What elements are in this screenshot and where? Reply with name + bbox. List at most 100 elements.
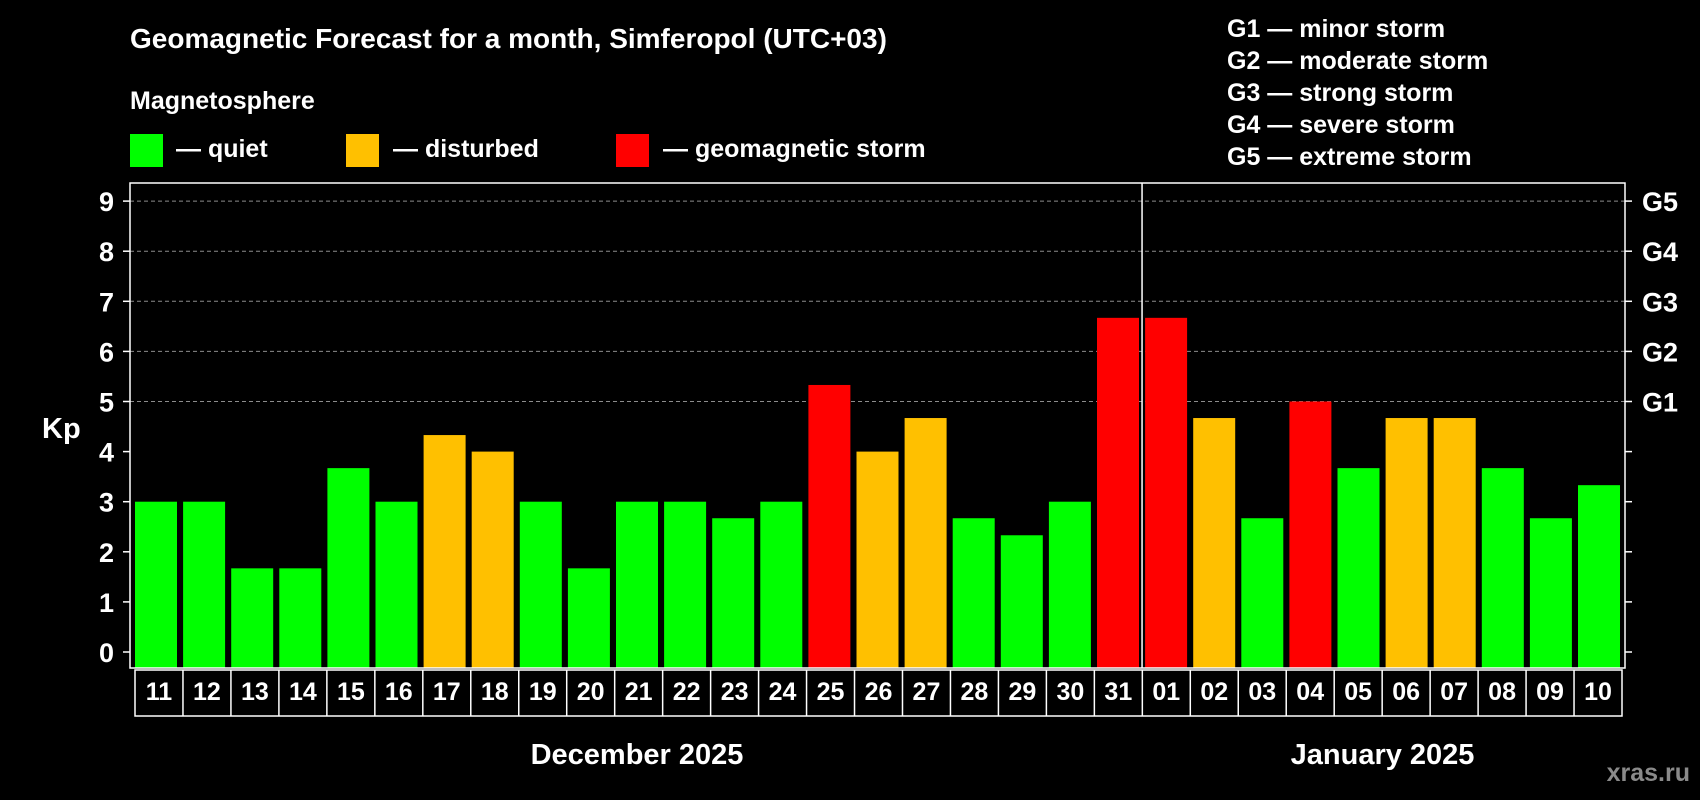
x-tick-label-22-dec: 22 xyxy=(673,678,701,706)
month-label-december: December 2025 xyxy=(531,739,744,771)
y-tick-label-3: 3 xyxy=(99,488,114,518)
storm-level-label-g1: G1 xyxy=(1642,388,1678,418)
x-tick-label-12-dec: 12 xyxy=(193,678,221,706)
bar-06-jan xyxy=(1385,418,1428,668)
bar-02-jan xyxy=(1193,418,1236,668)
bar-30-dec xyxy=(1048,501,1091,668)
x-tick-label-30-dec: 30 xyxy=(1056,678,1084,706)
x-tick-label-25-dec: 25 xyxy=(817,678,845,706)
legend-label-storm: — geomagnetic storm xyxy=(663,135,926,163)
date-axis: 11 12 13 14 15 16 17 18 19 20 21 22 23 24 25 26 27 28 29 30… xyxy=(134,669,1623,717)
bar-24-dec xyxy=(760,501,803,668)
legend-label-disturbed: — disturbed xyxy=(393,135,539,163)
x-tick-label-15-dec: 15 xyxy=(337,678,365,706)
storm-scale-g1: G1 — minor storm xyxy=(1227,15,1445,43)
y-tick-label-2: 2 xyxy=(99,538,114,568)
bar-11-dec xyxy=(135,501,177,668)
x-tick-label-28-dec: 28 xyxy=(961,678,989,706)
bar-20-dec xyxy=(567,568,610,668)
bar-07-jan xyxy=(1433,418,1476,668)
y-tick-label-6: 6 xyxy=(99,337,114,367)
storm-scale-g3: G3 — strong storm xyxy=(1227,79,1453,107)
bar-17-dec xyxy=(423,435,466,668)
bar-25-dec xyxy=(808,384,851,668)
legend-swatch-quiet xyxy=(130,134,163,167)
bar-21-dec xyxy=(616,501,658,668)
x-tick-label-05-jan: 05 xyxy=(1344,678,1372,706)
x-tick-label-01-jan: 01 xyxy=(1152,678,1180,706)
x-tick-label-06-jan: 06 xyxy=(1392,678,1420,706)
x-tick-label-19-dec: 19 xyxy=(529,678,557,706)
watermark: xras.ru xyxy=(1607,759,1690,787)
gridlines xyxy=(130,200,1625,402)
x-tick-label-29-dec: 29 xyxy=(1008,678,1036,706)
bar-01-jan xyxy=(1145,317,1188,668)
storm-level-axis: G1 G2 G3 G4 G5 xyxy=(1625,187,1678,653)
x-tick-label-27-dec: 27 xyxy=(913,678,941,706)
x-tick-label-14-dec: 14 xyxy=(289,678,317,706)
y-tick-label-8: 8 xyxy=(99,237,114,267)
date-axis-border xyxy=(134,669,1623,717)
legend-swatch-storm xyxy=(616,134,649,167)
y-tick-label-5: 5 xyxy=(99,388,114,418)
legend-label-quiet: — quiet xyxy=(176,135,268,163)
storm-level-label-g5: G5 xyxy=(1642,187,1678,217)
bar-15-dec xyxy=(327,468,370,668)
x-tick-label-09-jan: 09 xyxy=(1536,678,1564,706)
bar-19-dec xyxy=(519,501,562,668)
legend-swatch-disturbed xyxy=(346,134,379,167)
bar-10-jan xyxy=(1578,485,1620,668)
bar-03-jan xyxy=(1241,518,1284,668)
x-tick-label-10-jan: 10 xyxy=(1584,678,1612,706)
x-tick-label-31-dec: 31 xyxy=(1104,678,1132,706)
bar-29-dec xyxy=(1000,535,1043,668)
x-tick-label-07-jan: 07 xyxy=(1440,678,1468,706)
x-tick-label-02-jan: 02 xyxy=(1200,678,1228,706)
bar-26-dec xyxy=(856,451,899,668)
bar-08-jan xyxy=(1481,468,1524,668)
x-tick-label-16-dec: 16 xyxy=(385,678,413,706)
legend-title: Magnetosphere xyxy=(130,87,315,115)
bar-23-dec xyxy=(712,518,755,668)
x-tick-label-21-dec: 21 xyxy=(625,678,653,706)
x-tick-label-11-dec: 11 xyxy=(146,678,173,706)
y-tick-label-0: 0 xyxy=(99,638,114,668)
bar-28-dec xyxy=(952,518,995,668)
bar-27-dec xyxy=(904,418,947,668)
storm-scale-legend: G1 — minor storm G2 — moderate storm G3 … xyxy=(1227,15,1488,171)
storm-scale-g2: G2 — moderate storm xyxy=(1227,47,1488,75)
bar-05-jan xyxy=(1337,468,1380,668)
x-tick-label-26-dec: 26 xyxy=(865,678,893,706)
x-tick-label-13-dec: 13 xyxy=(241,678,269,706)
x-tick-label-24-dec: 24 xyxy=(769,678,797,706)
storm-scale-g5: G5 — extreme storm xyxy=(1227,143,1472,171)
x-tick-label-18-dec: 18 xyxy=(481,678,509,706)
y-tick-label-9: 9 xyxy=(99,187,114,217)
storm-level-label-g4: G4 xyxy=(1642,237,1678,267)
bar-31-dec xyxy=(1097,317,1139,668)
bar-09-jan xyxy=(1529,518,1572,668)
y-axis-label: Kp xyxy=(42,413,81,445)
y-axis-ticks: 0 1 2 3 4 5 6 7 8 9 xyxy=(99,187,130,668)
bars xyxy=(135,317,1620,668)
y-tick-label-7: 7 xyxy=(99,287,114,317)
bar-14-dec xyxy=(279,568,322,668)
x-tick-label-23-dec: 23 xyxy=(721,678,749,706)
x-tick-label-20-dec: 20 xyxy=(577,678,605,706)
storm-level-label-g3: G3 xyxy=(1642,287,1678,317)
storm-scale-g4: G4 — severe storm xyxy=(1227,111,1455,139)
month-labels: December 2025 January 2025 xyxy=(531,739,1475,771)
x-tick-label-17-dec: 17 xyxy=(433,678,461,706)
plot-frame xyxy=(129,182,1626,669)
bar-16-dec xyxy=(375,501,418,668)
plot-border xyxy=(129,182,1626,669)
x-tick-label-04-jan: 04 xyxy=(1296,678,1324,706)
storm-level-label-g2: G2 xyxy=(1642,337,1678,367)
chart-title: Geomagnetic Forecast for a month, Simfer… xyxy=(130,23,887,54)
status-legend: — quiet — disturbed — geomagnetic storm xyxy=(130,134,926,167)
bar-04-jan xyxy=(1289,401,1332,668)
bar-13-dec xyxy=(231,568,274,668)
month-label-january: January 2025 xyxy=(1291,739,1475,771)
bar-12-dec xyxy=(183,501,226,668)
